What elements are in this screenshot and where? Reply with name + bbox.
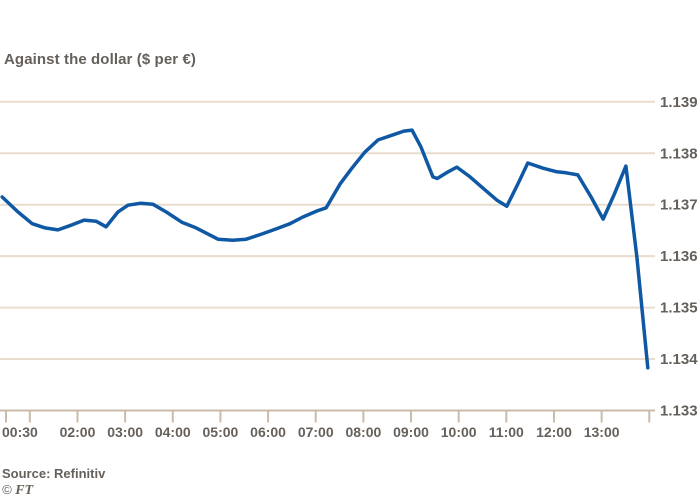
y-tick-label: 1.134 (660, 351, 698, 368)
y-tick-label: 1.139 (660, 94, 698, 111)
x-tick-label: 13:00 (584, 424, 620, 440)
x-tick-label: 03:00 (107, 424, 143, 440)
source-label: Source: Refinitiv (2, 466, 106, 481)
copyright-symbol: © (2, 482, 12, 497)
x-tick-label: 10:00 (441, 424, 477, 440)
y-tick-label: 1.137 (660, 197, 698, 214)
price-line (0, 128, 650, 370)
chart-subtitle: Against the dollar ($ per €) (4, 51, 196, 68)
ft-copyright: © FT (2, 482, 33, 499)
y-tick-label: 1.136 (660, 248, 698, 265)
y-tick-label: 1.133 (660, 403, 698, 420)
x-tick-label: 05:00 (203, 424, 239, 440)
y-tick-label: 1.138 (660, 145, 698, 162)
x-tick-label: 11:00 (489, 424, 524, 440)
x-tick-label: 00:30 (2, 424, 38, 440)
x-tick-label: 07:00 (298, 424, 334, 440)
x-tick-label: 06:00 (250, 424, 286, 440)
x-tick-label: 09:00 (393, 424, 429, 440)
x-tick-label: 04:00 (155, 424, 191, 440)
x-tick-label: 12:00 (536, 424, 572, 440)
y-tick-label: 1.135 (660, 300, 698, 317)
ft-logo-text: FT (15, 483, 34, 498)
x-tick-label: 08:00 (345, 424, 381, 440)
x-tick-label: 02:00 (60, 424, 96, 440)
